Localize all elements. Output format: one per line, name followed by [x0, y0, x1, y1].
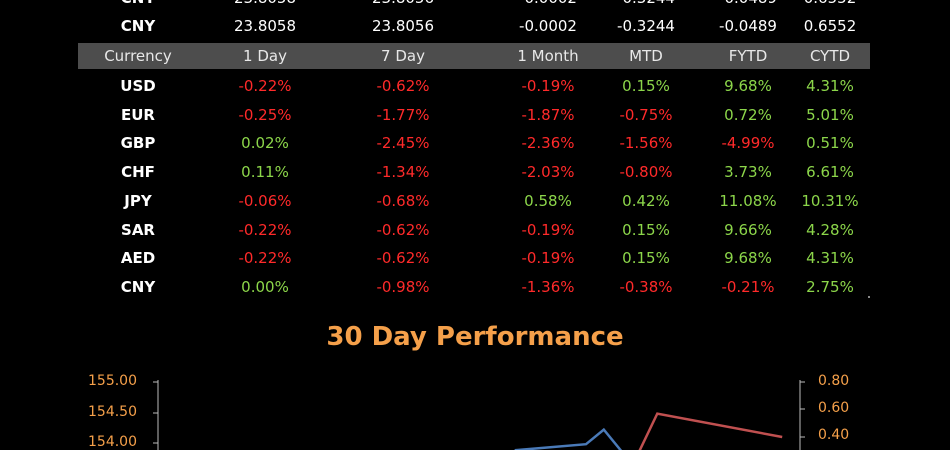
top-row-value: -0.0489 — [688, 0, 808, 12]
performance-value: 4.31% — [806, 249, 854, 268]
performance-value: 6.61% — [806, 163, 854, 182]
top-row-value: -0.3244 — [586, 0, 706, 12]
rate-row-value: -0.0489 — [719, 17, 777, 35]
header-1-month: 1 Month — [517, 47, 579, 65]
table-row: GBP 0.02% -2.45% -2.36% -1.56% -4.99% 0.51% — [78, 129, 870, 157]
series-line-1 — [638, 412, 783, 450]
performance-value: 4.28% — [806, 220, 854, 239]
cny-rate-row: CNY 23.8058 23.8056 -0.0002 -0.3244 -0.0… — [78, 12, 870, 40]
performance-value: -0.22% — [238, 249, 292, 268]
performance-value: 0.15% — [622, 77, 670, 95]
currency-label: CHF — [121, 163, 155, 182]
performance-value: -0.68% — [376, 191, 430, 210]
header-cytd: CYTD — [809, 47, 851, 65]
table-row: CHF 0.11% -1.34% -2.03% -0.80% 3.73% 6.61% — [78, 158, 870, 186]
table-row: USD -0.22% -0.62% -0.19% 0.15% 9.68% 4.31% — [78, 72, 870, 100]
top-row-value: 0.6552 — [770, 0, 890, 12]
performance-value: -1.36% — [521, 277, 575, 296]
header-1-day: 1 Day — [243, 47, 287, 65]
top-row-value: 23.8056 — [343, 0, 463, 12]
performance-value: 9.66% — [724, 220, 772, 239]
y-left-tick: 154.00 — [88, 434, 137, 450]
table-row: EUR -0.25% -1.77% -1.87% -0.75% 0.72% 5.01% — [78, 101, 870, 129]
performance-value: 4.31% — [806, 77, 854, 95]
performance-value: -0.22% — [238, 77, 292, 95]
header-currency: Currency — [104, 47, 172, 65]
top-row-currency: CNY — [78, 0, 198, 12]
performance-value: -0.38% — [619, 277, 673, 296]
performance-value: 9.68% — [724, 77, 772, 95]
performance-value: 0.58% — [524, 191, 572, 210]
top-row-value: -0.0002 — [488, 0, 608, 12]
performance-value: 10.31% — [801, 191, 859, 210]
rate-row-value: -0.3244 — [617, 17, 675, 35]
chart-title: 30 Day Performance — [326, 322, 624, 352]
performance-value: 0.42% — [622, 191, 670, 210]
currency-label: USD — [120, 77, 156, 95]
rate-row-currency: CNY — [120, 17, 156, 35]
top-partial-row: CNY 23.8058 23.8056 -0.0002 -0.3244 -0.0… — [78, 0, 870, 12]
performance-value: -0.62% — [376, 77, 430, 95]
y-right-tick: 0.40 — [818, 427, 850, 443]
performance-value: 2.75% — [806, 277, 854, 296]
performance-value: -0.06% — [238, 191, 292, 210]
table-row: AED -0.22% -0.62% -0.19% 0.15% 9.68% 4.31% — [78, 244, 870, 272]
rate-row-value: 23.8058 — [233, 17, 297, 35]
performance-value: -0.19% — [521, 249, 575, 268]
table-row: JPY -0.06% -0.68% 0.58% 0.42% 11.08% 10.31% — [78, 187, 870, 215]
currency-label: GBP — [120, 134, 156, 153]
performance-value: -2.03% — [521, 163, 575, 182]
performance-value: -1.77% — [376, 105, 430, 124]
performance-value: -0.21% — [721, 277, 775, 296]
rate-row-value: -0.0002 — [519, 17, 577, 35]
performance-value: -2.36% — [521, 134, 575, 153]
performance-value: 3.73% — [724, 163, 772, 182]
performance-value: 5.01% — [806, 105, 854, 124]
header-7-day: 7 Day — [381, 47, 425, 65]
performance-value: 0.11% — [241, 163, 289, 182]
performance-value: -2.45% — [376, 134, 430, 153]
performance-value: 0.00% — [241, 277, 289, 296]
y-left-tick: 154.50 — [88, 404, 137, 420]
table-header-row: Currency 1 Day 7 Day 1 Month MTD FYTD CY… — [78, 43, 870, 69]
top-row-value: 23.8058 — [205, 0, 325, 12]
currency-label: AED — [120, 249, 156, 268]
performance-value: -0.62% — [376, 249, 430, 268]
rate-row-value: 0.6552 — [803, 17, 857, 35]
performance-value: -0.80% — [619, 163, 673, 182]
performance-value: 11.08% — [719, 191, 777, 210]
performance-value: -0.25% — [238, 105, 292, 124]
rate-row-value: 23.8056 — [371, 17, 435, 35]
performance-value: 9.68% — [724, 249, 772, 268]
header-mtd: MTD — [629, 47, 663, 65]
performance-value: -0.19% — [521, 77, 575, 95]
header-fytd: FYTD — [728, 47, 768, 65]
performance-value: 0.02% — [241, 134, 289, 153]
table-row: CNY 0.00% -0.98% -1.36% -0.38% -0.21% 2.75% — [78, 273, 870, 301]
performance-value: -1.34% — [376, 163, 430, 182]
performance-value: -1.56% — [619, 134, 673, 153]
performance-value: -4.99% — [721, 134, 775, 153]
currency-label: EUR — [121, 105, 155, 124]
performance-value: -0.19% — [521, 220, 575, 239]
performance-value: 0.51% — [806, 134, 854, 153]
currency-label: CNY — [120, 277, 156, 296]
corner-marker — [868, 296, 870, 298]
performance-value: -0.62% — [376, 220, 430, 239]
currency-label: JPY — [124, 191, 152, 210]
y-right-tick: 0.60 — [818, 400, 850, 416]
performance-value: 0.72% — [724, 105, 772, 124]
y-right-tick: 0.80 — [818, 373, 850, 389]
performance-value: -1.87% — [521, 105, 575, 124]
performance-value: -0.75% — [619, 105, 673, 124]
y-left-tick: 155.00 — [88, 373, 137, 389]
series-line-0 — [514, 427, 623, 450]
performance-value: 0.15% — [622, 220, 670, 239]
currency-label: SAR — [121, 220, 155, 239]
performance-value: 0.15% — [622, 249, 670, 268]
performance-value: -0.98% — [376, 277, 430, 296]
table-row: SAR -0.22% -0.62% -0.19% 0.15% 9.66% 4.28% — [78, 216, 870, 244]
performance-value: -0.22% — [238, 220, 292, 239]
